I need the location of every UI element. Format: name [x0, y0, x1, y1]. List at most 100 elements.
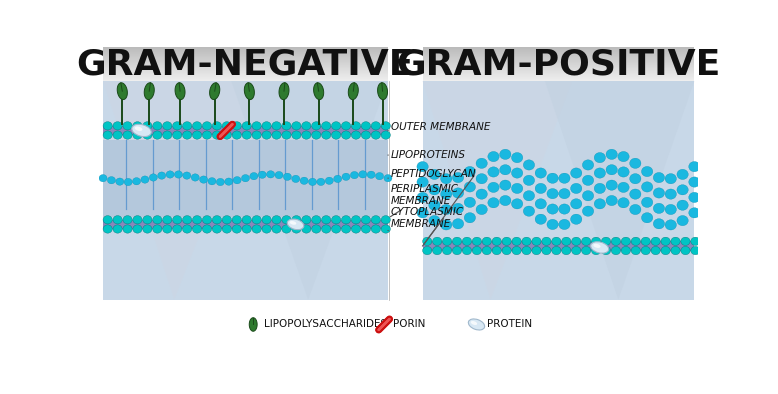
Polygon shape [103, 81, 260, 300]
Ellipse shape [371, 216, 380, 224]
Ellipse shape [440, 204, 452, 215]
Ellipse shape [562, 237, 571, 245]
Ellipse shape [433, 246, 442, 255]
Ellipse shape [492, 246, 501, 255]
Ellipse shape [482, 246, 492, 255]
Bar [103, 63, 388, 64]
Ellipse shape [511, 199, 523, 209]
Ellipse shape [535, 183, 546, 193]
Text: PEPTIDOGLYCAN: PEPTIDOGLYCAN [388, 169, 477, 179]
Polygon shape [144, 83, 154, 100]
Ellipse shape [511, 183, 523, 193]
Ellipse shape [570, 183, 582, 193]
Bar [103, 71, 388, 72]
Ellipse shape [522, 237, 531, 245]
Ellipse shape [300, 177, 308, 184]
Ellipse shape [275, 171, 283, 179]
Ellipse shape [103, 225, 112, 233]
Ellipse shape [541, 246, 551, 255]
Bar [103, 49, 388, 50]
Ellipse shape [488, 151, 499, 162]
Ellipse shape [671, 237, 680, 245]
Ellipse shape [152, 225, 162, 233]
Ellipse shape [292, 131, 301, 139]
Ellipse shape [559, 173, 570, 183]
Polygon shape [314, 83, 324, 100]
Ellipse shape [302, 122, 311, 130]
Ellipse shape [381, 216, 391, 224]
Ellipse shape [570, 214, 582, 224]
Ellipse shape [583, 160, 594, 170]
Ellipse shape [216, 178, 224, 186]
Bar [422, 56, 695, 57]
Ellipse shape [173, 216, 182, 224]
Ellipse shape [223, 131, 232, 139]
Bar [103, 58, 388, 59]
Ellipse shape [443, 246, 452, 255]
Ellipse shape [691, 246, 700, 255]
Bar [103, 77, 388, 78]
Ellipse shape [302, 216, 311, 224]
Ellipse shape [502, 246, 511, 255]
Ellipse shape [163, 225, 172, 233]
Ellipse shape [133, 216, 142, 224]
Ellipse shape [321, 131, 331, 139]
Ellipse shape [417, 177, 428, 187]
Ellipse shape [272, 131, 281, 139]
Ellipse shape [123, 225, 132, 233]
Ellipse shape [350, 171, 359, 179]
Ellipse shape [532, 246, 541, 255]
Ellipse shape [665, 204, 676, 215]
Ellipse shape [252, 216, 261, 224]
Ellipse shape [242, 225, 251, 233]
Ellipse shape [232, 131, 241, 139]
Bar [103, 65, 388, 66]
Ellipse shape [292, 175, 300, 182]
Ellipse shape [113, 225, 122, 233]
Ellipse shape [361, 131, 370, 139]
Ellipse shape [321, 225, 331, 233]
Bar [422, 49, 695, 50]
Ellipse shape [258, 171, 266, 178]
Ellipse shape [166, 171, 174, 178]
Ellipse shape [183, 172, 191, 179]
Ellipse shape [116, 178, 124, 185]
Text: PROTEIN: PROTEIN [487, 320, 532, 329]
Ellipse shape [282, 225, 291, 233]
Ellipse shape [570, 199, 582, 209]
Ellipse shape [381, 225, 391, 233]
Ellipse shape [594, 183, 605, 193]
Ellipse shape [499, 195, 511, 206]
Ellipse shape [476, 158, 487, 168]
Ellipse shape [242, 216, 251, 224]
Ellipse shape [583, 191, 594, 201]
Ellipse shape [591, 242, 608, 253]
Ellipse shape [618, 198, 629, 208]
Ellipse shape [152, 216, 162, 224]
Ellipse shape [581, 246, 591, 255]
Bar [103, 47, 388, 48]
Ellipse shape [689, 177, 700, 187]
Ellipse shape [143, 122, 152, 130]
Ellipse shape [512, 246, 521, 255]
Ellipse shape [642, 213, 653, 223]
Ellipse shape [143, 216, 152, 224]
Ellipse shape [292, 122, 301, 130]
Ellipse shape [472, 246, 482, 255]
Bar [103, 66, 388, 67]
Ellipse shape [272, 225, 281, 233]
Ellipse shape [681, 237, 690, 245]
Polygon shape [545, 81, 695, 300]
Polygon shape [279, 83, 289, 100]
Ellipse shape [622, 246, 630, 255]
Ellipse shape [488, 198, 499, 208]
Bar [422, 77, 695, 78]
Ellipse shape [654, 173, 664, 183]
Ellipse shape [641, 237, 650, 245]
Ellipse shape [262, 225, 272, 233]
Ellipse shape [464, 213, 475, 223]
Ellipse shape [422, 246, 432, 255]
Bar [422, 51, 695, 52]
Ellipse shape [629, 204, 641, 215]
Ellipse shape [429, 216, 440, 226]
